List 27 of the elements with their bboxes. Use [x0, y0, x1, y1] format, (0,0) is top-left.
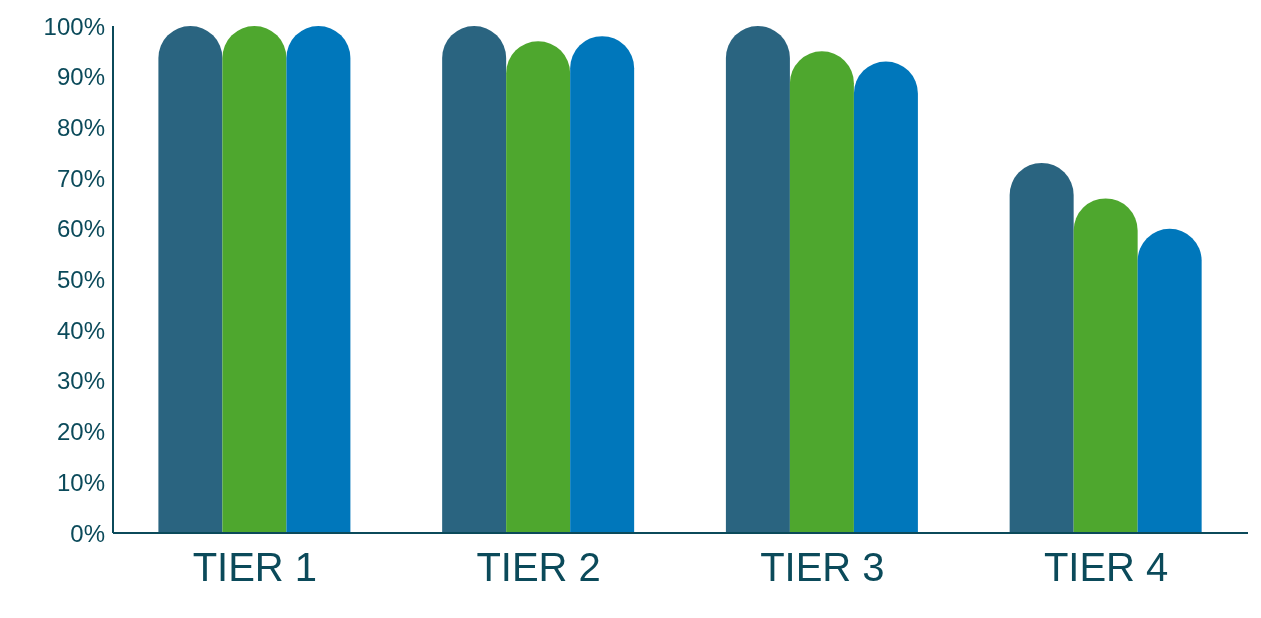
y-tick-label: 20% [56, 418, 105, 446]
y-tick-label: 80% [56, 113, 105, 141]
bar [1009, 162, 1074, 533]
bar [286, 26, 351, 533]
x-tick-label: TIER 4 [1043, 545, 1169, 590]
y-tick-label: 50% [56, 266, 105, 294]
x-tick-label: TIER 2 [476, 545, 601, 590]
x-tick-label: TIER 3 [760, 545, 885, 590]
y-tick-label: 0% [70, 519, 105, 547]
y-tick-label: 60% [56, 215, 105, 243]
y-tick-label: 10% [56, 468, 105, 496]
bar [789, 51, 854, 533]
bar [853, 61, 918, 533]
bar [1073, 198, 1138, 533]
bar [442, 26, 507, 533]
y-tick-label: 30% [56, 367, 105, 395]
bar [725, 26, 790, 533]
bar [158, 26, 223, 533]
y-tick-label: 40% [56, 316, 105, 344]
y-tick-label: 90% [56, 63, 105, 91]
bar [570, 36, 635, 533]
bar [222, 26, 287, 533]
y-tick-label: 100% [43, 12, 105, 40]
bar [1137, 228, 1202, 533]
bar [506, 41, 571, 533]
x-tick-label: TIER 1 [192, 545, 318, 590]
y-tick-label: 70% [56, 164, 105, 192]
